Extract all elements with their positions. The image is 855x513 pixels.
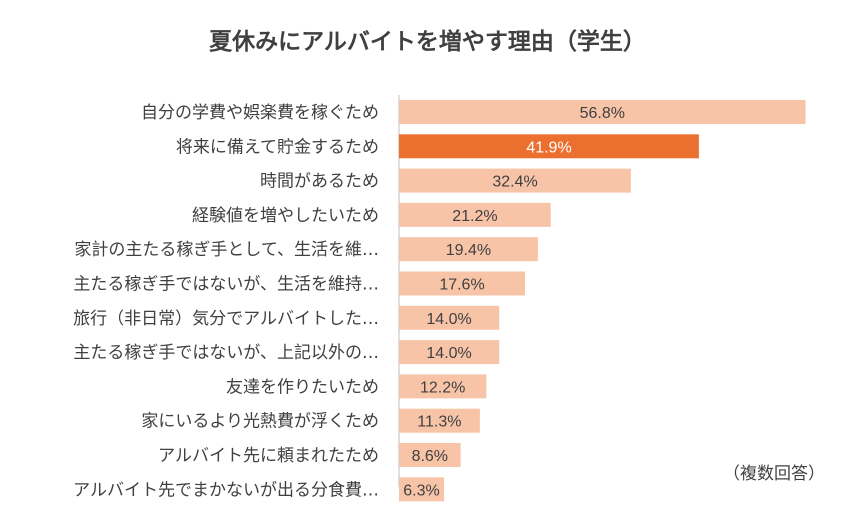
chart-note: （複数回答） (723, 464, 825, 484)
value-label-11: 6.3% (403, 482, 439, 499)
bar-6 (399, 305, 500, 330)
bar-0 (399, 100, 806, 124)
bar-8 (399, 374, 487, 399)
bar-4 (399, 237, 538, 262)
value-label-6: 14.0% (426, 311, 471, 328)
category-label-0: 自分の学費や娯楽費を稼ぐため (141, 103, 379, 123)
value-label-10: 8.6% (412, 448, 448, 465)
value-label-4: 19.4% (446, 242, 491, 259)
bar-9 (399, 408, 480, 433)
bar-7 (399, 340, 500, 365)
category-label-7: 主たる稼ぎ手ではないが、上記以外の… (73, 343, 379, 363)
bar-10 (399, 443, 461, 467)
category-label-8: 友達を作りたいため (226, 377, 379, 397)
value-label-2: 32.4% (492, 174, 537, 191)
category-label-6: 旅行（非日常）気分でアルバイトした… (73, 309, 379, 329)
value-label-1: 41.9% (526, 139, 571, 156)
bar-1 (399, 134, 699, 159)
value-label-5: 17.6% (439, 277, 484, 294)
chart-title: 夏休みにアルバイトを増やす理由（学生） (209, 29, 646, 55)
category-label-2: 時間があるため (260, 172, 379, 192)
value-label-0: 56.8% (580, 105, 625, 122)
bar-2 (399, 168, 631, 193)
value-label-3: 21.2% (452, 208, 497, 225)
category-label-10: アルバイト先に頼まれたため (158, 446, 379, 466)
category-label-9: 家にいるより光熱費が浮くため (141, 412, 379, 432)
category-label-4: 家計の主たる稼ぎ手として、生活を維… (74, 240, 379, 260)
bar-5 (399, 271, 525, 296)
category-label-1: 将来に備えて貯金するため (176, 137, 379, 157)
category-label-5: 主たる稼ぎ手ではないが、生活を維持… (73, 275, 379, 295)
value-label-9: 11.3% (417, 414, 461, 431)
bar-3 (399, 202, 551, 227)
category-label-3: 経験値を増やしたいため (192, 206, 379, 226)
value-label-8: 12.2% (420, 379, 465, 396)
category-label-11: アルバイト先でまかないが出る分食費… (73, 480, 379, 500)
value-label-7: 14.0% (426, 345, 471, 362)
bar-11 (399, 477, 445, 502)
